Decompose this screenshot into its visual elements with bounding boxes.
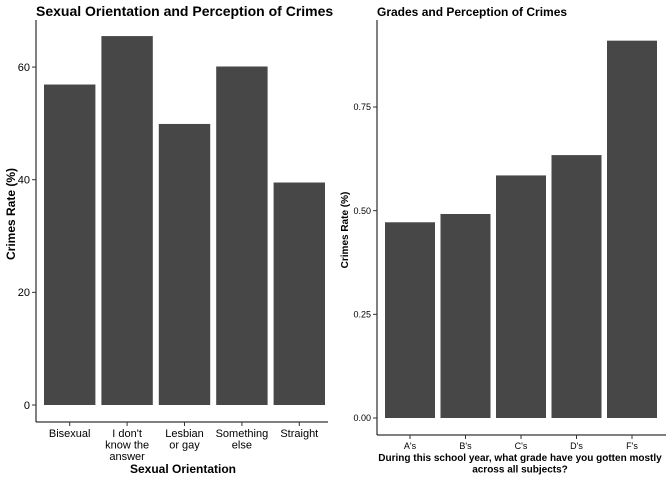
y-tick-label: 0 [24,400,30,412]
x-tick-label: Bisexual [49,428,91,440]
y-axis-label: Crimes Rate (%) [340,192,351,269]
chart-title: Sexual Orientation and Perception of Cri… [36,3,333,19]
x-tick-label: Lesbian or gay [165,428,204,452]
x-tick-label: D's [570,441,583,451]
x-tick-label: F's [626,441,638,451]
bar [607,40,657,418]
chart-title: Grades and Perception of Crimes [377,5,567,19]
bar [158,123,211,405]
y-tick-label: 0.75 [353,102,371,112]
x-tick-label: Straight [280,428,318,440]
x-tick-label: A's [404,441,417,451]
bar [496,175,546,418]
bar [385,222,435,418]
y-tick-label: 60 [18,62,30,74]
x-tick-label: Something else [216,428,269,452]
bar [44,84,96,406]
y-axis-label: Crimes Rate (%) [4,168,18,260]
bar [216,66,268,405]
x-tick-label: C's [515,441,528,451]
x-tick-label: B's [459,441,472,451]
left-chart: Sexual Orientation and Perception of Cri… [4,3,333,476]
bar [273,182,325,405]
y-tick-label: 0.25 [353,309,371,319]
bar [440,213,491,418]
y-tick-label: 0.00 [353,413,371,423]
y-tick-label: 0.50 [353,206,371,216]
y-tick-label: 40 [18,175,30,187]
bar [101,36,153,406]
bar [551,155,602,418]
right-chart: Grades and Perception of Crimes 0.00 0.25 0… [340,5,666,476]
y-tick-label: 20 [18,287,30,299]
x-axis-label: Sexual Orientation [130,462,236,476]
x-axis-label: During this school year, what grade have… [378,453,662,476]
x-tick-label: I don't know the answer [105,428,149,463]
